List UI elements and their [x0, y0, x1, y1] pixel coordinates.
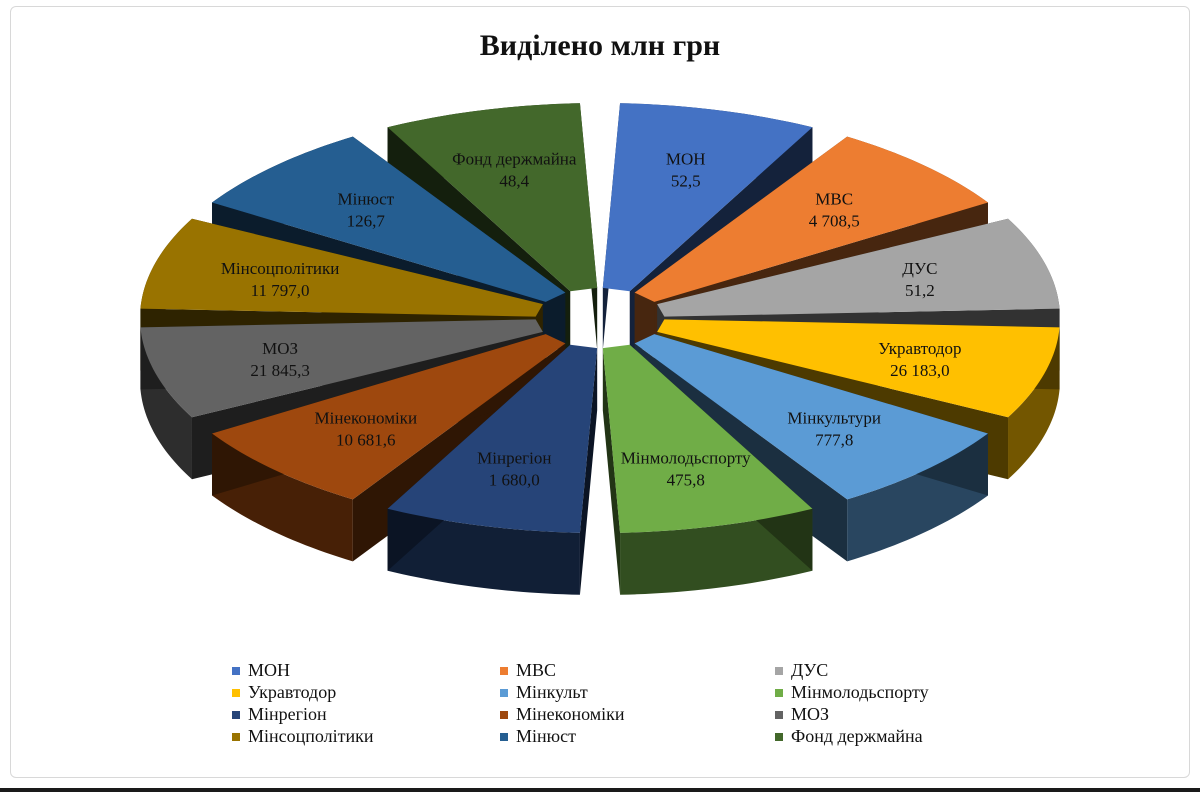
chart-title: Виділено млн грн	[480, 29, 720, 62]
slice-label-value-мон: 52,5	[671, 172, 701, 191]
slice-side-моз	[140, 327, 192, 480]
legend-swatch-моз	[775, 711, 783, 719]
legend-item-мвс: МВС	[500, 660, 556, 680]
legend-label-мінкульт: Мінкульт	[516, 682, 588, 702]
legend-item-мінкульт: Мінкульт	[500, 682, 588, 702]
slice-label-value-мінрегіон: 1 680,0	[489, 471, 540, 490]
legend-label-мінсоцполітики: Мінсоцполітики	[248, 726, 374, 746]
slice-top-мінекономіки	[212, 334, 566, 500]
legend-swatch-мінмолодьспорту	[775, 689, 783, 697]
slice-label-name-мвс: МВС	[815, 190, 853, 209]
slice-label-value-мінмолодьспорту: 475,8	[667, 471, 705, 490]
slice-label-name-моз: МОЗ	[262, 339, 298, 358]
legend-swatch-мінкульт	[500, 689, 508, 697]
slice-top-мінсоцполітики	[140, 218, 543, 317]
pie-slice-мінмолодьспорту	[602, 344, 813, 595]
slice-side-мінрегіон	[387, 508, 580, 595]
legend-swatch-фонд-держмайна	[775, 733, 783, 741]
slice-edge-мінрегіон-0	[579, 348, 598, 595]
slice-label-value-моз: 21 845,3	[250, 361, 310, 380]
slice-label-value-фонд-держмайна: 48,4	[499, 172, 529, 191]
legend-swatch-дус	[775, 667, 783, 675]
legend-label-моз: МОЗ	[791, 704, 829, 724]
legend-item-мінрегіон: Мінрегіон	[232, 704, 327, 724]
slice-side-укравтодор	[1008, 327, 1060, 480]
legend-swatch-мон	[232, 667, 240, 675]
slice-label-name-мінюст: Мінюст	[337, 190, 394, 209]
slice-label-name-дус: ДУС	[902, 259, 937, 278]
slice-top-мінкульт	[634, 334, 988, 500]
legend-item-мінсоцполітики: Мінсоцполітики	[232, 726, 374, 746]
slice-label-value-мінкультури: 777,8	[815, 431, 853, 450]
slice-label-name-мінкультури: Мінкультури	[787, 409, 881, 428]
legend-label-мінекономіки: Мінекономіки	[516, 704, 625, 724]
legend-item-укравтодор: Укравтодор	[232, 682, 336, 702]
legend-item-фонд-держмайна: Фонд держмайна	[775, 726, 923, 746]
bottom-rule	[0, 788, 1200, 792]
legend-label-фонд-держмайна: Фонд держмайна	[791, 726, 923, 746]
slice-label-name-мінмолодьспорту: Мінмолодьспорту	[621, 449, 751, 468]
legend-swatch-мінсоцполітики	[232, 733, 240, 741]
slice-top-укравтодор	[657, 319, 1060, 418]
slice-top-мінмолодьспорту	[602, 344, 813, 533]
slice-label-name-мінсоцполітики: Мінсоцполітики	[221, 259, 340, 278]
pie-slice-мінрегіон	[387, 344, 598, 595]
slice-labels: МОН 52,5 Фонд держмайна 48,4 МВС 4 708,5 Мінюс…	[221, 150, 962, 490]
legend-swatch-мвс	[500, 667, 508, 675]
slice-label-value-мінсоцполітики: 11 797,0	[251, 281, 310, 300]
slice-label-value-мінюст: 126,7	[347, 212, 386, 231]
legend: МОН МВС ДУС Укравтодор Мінкульт Мінмолодьспор…	[232, 660, 929, 746]
slice-label-name-мінрегіон: Мінрегіон	[477, 449, 551, 468]
slice-top-мінрегіон	[387, 344, 598, 533]
legend-swatch-мінрегіон	[232, 711, 240, 719]
legend-label-мвс: МВС	[516, 660, 556, 680]
slice-label-value-дус: 51,2	[905, 281, 935, 300]
slice-top-дус	[657, 218, 1060, 317]
legend-label-мон: МОН	[248, 660, 290, 680]
legend-item-мінмолодьспорту: Мінмолодьспорту	[775, 682, 929, 702]
slice-label-name-мінекономіки: Мінекономіки	[315, 409, 418, 428]
legend-label-мінмолодьспорту: Мінмолодьспорту	[791, 682, 929, 702]
legend-item-дус: ДУС	[775, 660, 828, 680]
slice-label-name-укравтодор: Укравтодор	[878, 339, 961, 358]
slice-top-мвс	[634, 136, 988, 302]
slice-edge-мінмолодьспорту-1	[602, 348, 621, 595]
slice-top-моз	[140, 319, 543, 418]
legend-swatch-мінекономіки	[500, 711, 508, 719]
legend-swatch-мінюст	[500, 733, 508, 741]
legend-item-мон: МОН	[232, 660, 290, 680]
slice-top-фонд-держмайна	[387, 103, 598, 292]
slice-label-value-мінекономіки: 10 681,6	[336, 431, 396, 450]
slice-label-value-мвс: 4 708,5	[809, 212, 860, 231]
legend-swatch-укравтодор	[232, 689, 240, 697]
slice-top-мон	[602, 103, 813, 292]
legend-label-дус: ДУС	[791, 660, 828, 680]
slice-label-name-фонд-держмайна: Фонд держмайна	[452, 150, 577, 169]
legend-item-мінюст: Мінюст	[500, 726, 576, 746]
slice-label-value-укравтодор: 26 183,0	[890, 361, 950, 380]
legend-label-мінрегіон: Мінрегіон	[248, 704, 327, 724]
legend-label-укравтодор: Укравтодор	[248, 682, 336, 702]
legend-label-мінюст: Мінюст	[516, 726, 576, 746]
slice-side-мінмолодьспорту	[620, 508, 813, 595]
slice-label-name-мон: МОН	[666, 150, 706, 169]
legend-item-моз: МОЗ	[775, 704, 829, 724]
legend-item-мінекономіки: Мінекономіки	[500, 704, 625, 724]
slice-top-мінюст	[212, 136, 566, 302]
pie-slices	[140, 103, 1060, 595]
